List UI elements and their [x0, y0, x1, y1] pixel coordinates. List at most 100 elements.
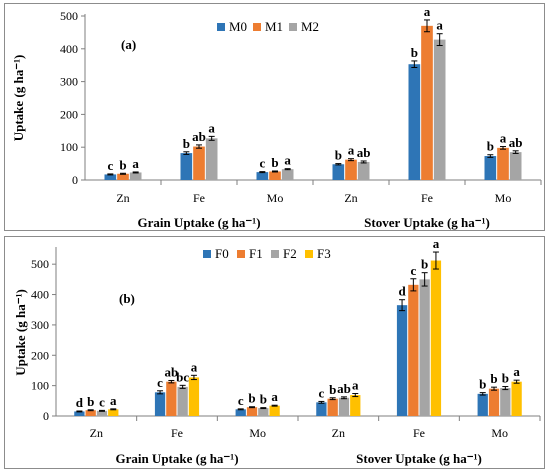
y-tick-label-a: 100 — [60, 140, 78, 154]
significance-letter-b: c — [410, 263, 416, 278]
group-label-a: Stover Uptake (g ha⁻¹) — [364, 215, 490, 230]
bar-a-M0 — [408, 64, 421, 180]
x-category-label-a: Fe — [421, 191, 433, 205]
significance-letter-a: b — [411, 45, 418, 60]
chart-panel-b: 0 100 200 300 400 500 Uptake (g ha⁻¹) (b) d b c a Zn… — [4, 236, 545, 469]
bar-b-F3 — [511, 381, 522, 416]
legend-label-b: F0 — [215, 246, 229, 261]
significance-letter-a: b — [487, 139, 494, 154]
bar-a-M0 — [180, 153, 193, 180]
significance-letter-b: b — [329, 382, 336, 397]
y-tick-label-b: 0 — [43, 409, 49, 423]
bar-a-M0 — [104, 174, 117, 180]
y-tick-label-b: 100 — [31, 379, 49, 393]
significance-letter-a: ab — [357, 145, 371, 160]
y-tick-label-b: 300 — [31, 318, 49, 332]
bar-b-F2 — [96, 410, 108, 416]
significance-letter-b: c — [157, 375, 163, 390]
legend-swatch-a — [217, 23, 225, 31]
legend-label-b: F3 — [317, 246, 331, 261]
y-tick-label-a: 0 — [72, 173, 78, 187]
x-category-label-b: Zn — [332, 426, 345, 440]
bar-b-F1 — [85, 410, 96, 416]
significance-letter-a: a — [500, 131, 507, 146]
panel-label-a: (a) — [121, 37, 136, 52]
significance-letter-b: bc — [176, 369, 189, 384]
bar-b-F3 — [350, 395, 361, 416]
bar-a-M0 — [484, 156, 497, 180]
significance-letter-a: b — [335, 148, 342, 163]
legend-label-a: M0 — [229, 19, 247, 34]
significance-letter-a: a — [132, 156, 139, 171]
bar-a-M2 — [281, 169, 294, 180]
significance-letter-a: a — [208, 120, 215, 135]
y-tick-label-b: 400 — [31, 288, 49, 302]
y-tick-label-b: 500 — [31, 257, 49, 271]
significance-letter-b: b — [490, 371, 497, 386]
bar-b-F2 — [500, 388, 511, 416]
significance-letter-b: a — [513, 364, 520, 379]
significance-letter-b: a — [110, 393, 117, 408]
legend-label-b: F1 — [249, 246, 263, 261]
bar-b-F3 — [269, 405, 280, 416]
bar-a-M1 — [421, 25, 433, 181]
y-tick-label-a: 200 — [60, 107, 78, 121]
x-category-label-a: Fe — [193, 191, 205, 205]
bar-b-F0 — [74, 411, 85, 416]
bar-b-F3 — [188, 377, 200, 416]
significance-letter-a: b — [183, 136, 190, 151]
y-axis-label-b: Uptake (g ha⁻¹) — [13, 289, 28, 376]
x-category-label-b: Fe — [413, 426, 425, 440]
bar-b-F0 — [154, 392, 166, 416]
significance-letter-a: b — [271, 155, 278, 170]
group-label-b: Grain Uptake (g ha⁻¹) — [115, 451, 238, 466]
bar-b-F1 — [327, 398, 338, 416]
x-category-label-b: Zn — [90, 426, 103, 440]
significance-letter-a: a — [284, 153, 291, 168]
significance-letter-b: d — [76, 395, 84, 410]
bar-b-F1 — [166, 381, 177, 416]
x-category-label-b: Mo — [249, 426, 266, 440]
significance-letter-b: c — [319, 385, 325, 400]
significance-letter-b: a — [191, 359, 198, 374]
bar-a-M2 — [129, 172, 142, 180]
bar-b-F1 — [246, 407, 258, 416]
significance-letter-b: b — [248, 391, 255, 406]
bar-b-F3 — [108, 409, 119, 416]
significance-letter-b: b — [502, 371, 509, 386]
bar-a-M1 — [345, 159, 357, 180]
bar-a-M2 — [433, 39, 446, 181]
bar-a-M1 — [117, 173, 129, 180]
group-label-a: Grain Uptake (g ha⁻¹) — [137, 215, 260, 230]
significance-letter-a: c — [107, 158, 113, 173]
significance-letter-b: a — [271, 389, 278, 404]
x-category-label-b: Mo — [491, 426, 508, 440]
bar-a-M0 — [332, 164, 345, 180]
x-category-label-a: Mo — [267, 191, 284, 205]
legend-swatch-a — [289, 23, 297, 31]
group-label-b: Stover Uptake (g ha⁻¹) — [356, 451, 482, 466]
significance-letter-b: a — [433, 236, 440, 251]
bar-a-M2 — [205, 138, 218, 180]
legend-label-a: M2 — [301, 19, 319, 34]
significance-letter-a: a — [424, 4, 431, 19]
bar-a-M2 — [509, 152, 522, 180]
significance-letter-a: ab — [509, 135, 523, 150]
significance-letter-b: b — [87, 394, 94, 409]
bar-b-F0 — [396, 305, 408, 416]
bar-a-M0 — [256, 172, 269, 180]
significance-letter-b: ab — [337, 381, 351, 396]
bar-a-M1 — [497, 147, 509, 180]
significance-letter-a: b — [119, 157, 126, 172]
legend-label-b: F2 — [283, 246, 297, 261]
y-axis-label-a: Uptake (g ha⁻¹) — [11, 55, 26, 142]
panel-label-b: (b) — [119, 291, 135, 306]
legend-swatch-b — [305, 250, 313, 258]
significance-letter-b: c — [238, 393, 244, 408]
x-category-label-b: Fe — [171, 426, 183, 440]
legend-swatch-b — [237, 250, 245, 258]
y-tick-label-a: 400 — [60, 42, 78, 56]
y-tick-label-a: 500 — [60, 9, 78, 23]
